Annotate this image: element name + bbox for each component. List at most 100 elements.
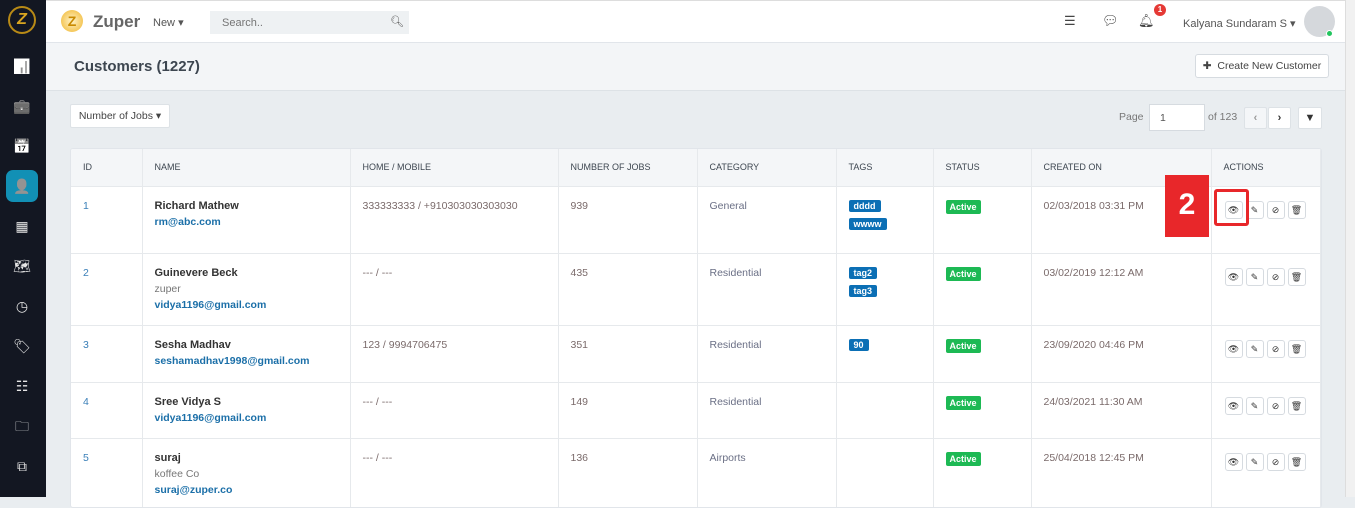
customer-name[interactable]: suraj: [154, 451, 181, 464]
chat-icon[interactable]: 💬︎: [1102, 13, 1119, 28]
scrollbar[interactable]: [1345, 0, 1355, 497]
customer-email[interactable]: rm@abc.com: [154, 215, 221, 228]
table-row[interactable]: 2 Guinevere Beck zuper vidya1196@gmail.com…: [71, 253, 1321, 326]
page-header: Customers (1227) ✚ Create New Customer: [46, 43, 1345, 91]
customer-email[interactable]: seshamadhav1998@gmail.com: [154, 354, 310, 367]
column-header[interactable]: STATUS: [933, 149, 1032, 187]
edit-button[interactable]: ✎: [1245, 452, 1264, 471]
customers-table: ID NAME HOME / MOBILE NUMBER OF JOBS CATEGOR…: [70, 148, 1322, 508]
column-header[interactable]: ID: [71, 149, 143, 187]
status-badge: Active: [945, 266, 981, 281]
disable-button[interactable]: ⊘: [1266, 396, 1285, 415]
sidebar-item-checklist[interactable]: ☷: [6, 370, 38, 402]
view-button[interactable]: 👁︎: [1224, 267, 1243, 286]
delete-button[interactable]: 🗑︎: [1287, 452, 1306, 471]
table-row[interactable]: 5 suraj koffee Co suraj@zuper.co --- / ---…: [71, 438, 1321, 507]
status-cell: Active: [933, 438, 1032, 507]
prev-page-button[interactable]: ‹: [1244, 107, 1267, 129]
customer-id[interactable]: 3: [71, 325, 143, 383]
clock-icon: ◷: [15, 298, 29, 314]
column-header[interactable]: HOME / MOBILE: [350, 149, 559, 187]
customer-name[interactable]: Sesha Madhav: [154, 338, 231, 351]
customer-id[interactable]: 5: [71, 438, 143, 507]
customer-name[interactable]: Sree Vidya S: [154, 395, 221, 408]
sidebar-item-chart[interactable]: 📊: [6, 50, 38, 82]
disable-button[interactable]: ⊘: [1266, 452, 1285, 471]
edit-button[interactable]: ✎: [1245, 339, 1264, 358]
column-header[interactable]: CATEGORY: [697, 149, 837, 187]
tag-badge: 90: [848, 338, 869, 351]
sidebar-item-building[interactable]: ▦: [6, 210, 38, 242]
sort-dropdown[interactable]: Number of Jobs ▾: [70, 104, 170, 128]
view-button[interactable]: 👁︎: [1224, 396, 1243, 415]
disable-button[interactable]: ⊘: [1266, 339, 1285, 358]
search-input[interactable]: [210, 11, 409, 34]
pencil-icon: ✎: [1250, 400, 1259, 411]
company-name: zuper: [154, 282, 181, 295]
sidebar-item-clock[interactable]: ◷: [6, 290, 38, 322]
sidebar-item-map[interactable]: 🗺: [6, 250, 38, 282]
table-row[interactable]: 1 Richard Mathew rm@abc.com 333333333 / +…: [71, 186, 1321, 254]
customer-id[interactable]: 1: [71, 186, 143, 254]
page-total: of 123: [1208, 111, 1238, 123]
create-customer-button[interactable]: ✚ Create New Customer: [1195, 54, 1329, 78]
view-button[interactable]: 👁︎: [1224, 339, 1243, 358]
sidebar-item-calendar[interactable]: 📅: [6, 130, 38, 162]
disable-button[interactable]: ⊘: [1266, 200, 1285, 219]
search-icon[interactable]: 🔍︎: [390, 16, 404, 28]
delete-button[interactable]: 🗑︎: [1287, 396, 1306, 415]
customer-id[interactable]: 2: [71, 253, 143, 326]
edit-button[interactable]: ✎: [1245, 267, 1264, 286]
column-header[interactable]: NAME: [142, 149, 351, 187]
customer-name[interactable]: Guinevere Beck: [154, 266, 238, 279]
bell-icon[interactable]: 🔔︎: [1138, 13, 1155, 28]
folder-icon: 🗀: [15, 418, 29, 434]
page-label: Page: [1119, 111, 1144, 123]
plus-icon: ✚: [1202, 60, 1212, 72]
table-row[interactable]: 4 Sree Vidya S vidya1196@gmail.com --- / …: [71, 382, 1321, 439]
pencil-icon: ✎: [1250, 204, 1259, 215]
app-logo[interactable]: Z: [8, 6, 36, 34]
name-cell: Richard Mathew rm@abc.com: [142, 186, 351, 254]
column-header[interactable]: ACTIONS: [1211, 149, 1321, 187]
sidebar-item-documents[interactable]: ⧉: [6, 450, 38, 482]
customer-email[interactable]: vidya1196@gmail.com: [154, 411, 267, 424]
disable-button[interactable]: ⊘: [1266, 267, 1285, 286]
pencil-icon: ✎: [1250, 456, 1259, 467]
number-of-jobs: 351: [558, 325, 698, 383]
tags-cell: 90: [836, 325, 934, 383]
brand-logo-icon: Z: [61, 10, 83, 32]
delete-button[interactable]: 🗑︎: [1287, 339, 1306, 358]
number-of-jobs: 136: [558, 438, 698, 507]
tag-badge: dddd: [848, 199, 881, 212]
customer-name[interactable]: Richard Mathew: [154, 199, 239, 212]
status-cell: Active: [933, 186, 1032, 254]
sidebar-item-folder[interactable]: 🗀: [6, 410, 38, 442]
column-header[interactable]: CREATED ON: [1031, 149, 1212, 187]
sidebar-item-customers[interactable]: 👤: [6, 170, 38, 202]
category: Airports: [697, 438, 837, 507]
table-row[interactable]: 3 Sesha Madhav seshamadhav1998@gmail.com …: [71, 325, 1321, 383]
filter-button[interactable]: ▼: [1298, 107, 1322, 129]
column-header[interactable]: TAGS: [836, 149, 934, 187]
edit-button[interactable]: ✎: [1245, 396, 1264, 415]
delete-button[interactable]: 🗑︎: [1287, 267, 1306, 286]
new-dropdown[interactable]: New ▾: [153, 16, 184, 29]
building-icon: ▦: [15, 218, 29, 234]
actions-cell: 👁︎ ✎ ⊘ 🗑︎: [1211, 382, 1321, 439]
ban-icon: ⊘: [1271, 271, 1280, 282]
user-menu[interactable]: Kalyana Sundaram S ▾: [1183, 17, 1296, 30]
customer-id[interactable]: 4: [71, 382, 143, 439]
list-icon[interactable]: ☰: [1064, 13, 1076, 28]
next-page-button[interactable]: ›: [1268, 107, 1291, 129]
delete-button[interactable]: 🗑︎: [1287, 200, 1306, 219]
customer-email[interactable]: suraj@zuper.co: [154, 483, 233, 496]
view-button[interactable]: 👁︎: [1224, 200, 1243, 219]
status-badge: Active: [945, 199, 981, 214]
column-header[interactable]: NUMBER OF JOBS: [558, 149, 698, 187]
page-input[interactable]: [1149, 104, 1205, 131]
view-button[interactable]: 👁︎: [1224, 452, 1243, 471]
sidebar-item-briefcase[interactable]: 💼: [6, 90, 38, 122]
sidebar-item-tag[interactable]: 🏷: [6, 330, 38, 362]
customer-email[interactable]: vidya1196@gmail.com: [154, 298, 267, 311]
